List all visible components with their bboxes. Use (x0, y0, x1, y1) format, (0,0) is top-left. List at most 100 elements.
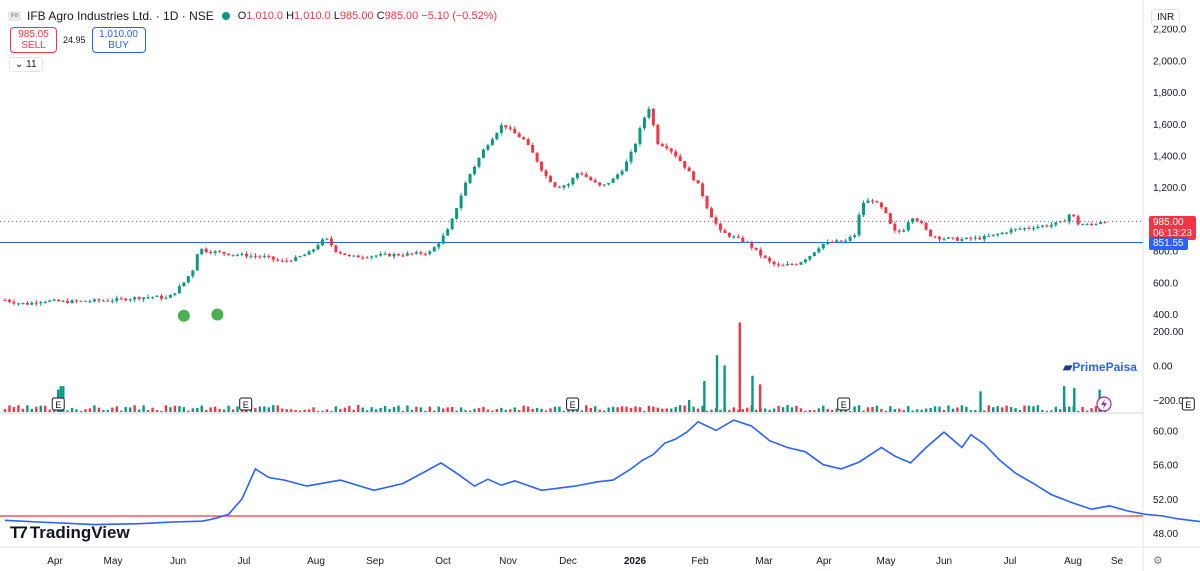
volume-bar (187, 410, 190, 412)
price-tick-label: 600.0 (1153, 278, 1178, 289)
volume-bar (491, 410, 494, 412)
candle-body (942, 238, 946, 240)
volume-bar (1054, 406, 1058, 412)
volume-bar (254, 408, 257, 412)
market-open-icon (221, 12, 230, 20)
candle-body (584, 174, 588, 178)
volume-bar (719, 409, 722, 412)
volume-bar (893, 409, 897, 412)
price-axis[interactable]: 400.0600.0800.01,000.01,200.01,400.01,60… (1153, 25, 1187, 322)
candle-body (329, 238, 333, 246)
candle-body (396, 254, 400, 256)
price-tick-label: 2,000.0 (1153, 56, 1187, 67)
candle-body (602, 184, 606, 186)
sell-button[interactable]: 985.05 SELL (10, 27, 57, 53)
volume-bar (674, 406, 677, 412)
volume-bar (285, 409, 288, 412)
candle-body (1067, 214, 1071, 222)
candle-body (1014, 228, 1018, 230)
currency-button[interactable]: INR (1151, 9, 1181, 26)
price-pane[interactable] (0, 106, 1200, 322)
candle-body (696, 180, 700, 184)
volume-bar (513, 407, 516, 412)
volume-bar (446, 407, 449, 412)
candle-body (446, 229, 450, 236)
volume-bar (643, 410, 646, 412)
candle-body (611, 178, 615, 183)
volume-pane[interactable]: 200.000.00−200.00EEEEEE (3, 322, 1200, 412)
volume-bar (182, 407, 186, 412)
indicators-toggle-button[interactable]: ⌄ 11 (9, 57, 43, 72)
candle-body (52, 299, 56, 301)
candle-body (142, 297, 146, 300)
rsi-pane[interactable]: 48.00 52.00 56.00 60.00 (0, 419, 1200, 540)
candle-body (464, 182, 468, 196)
candle-body (879, 202, 883, 208)
candle-body (285, 260, 289, 262)
volume-bar (1009, 407, 1013, 412)
candle-body (705, 196, 709, 209)
volume-tick-label: 0.00 (1153, 361, 1173, 372)
volume-bar (983, 410, 986, 412)
symbol-title[interactable]: IFB Agro Industries Ltd. · 1D · NSE (27, 9, 214, 23)
candle-body (656, 125, 660, 145)
volume-bar (1090, 408, 1093, 412)
volume-bar (768, 409, 771, 412)
price-tick-label: 2,200.0 (1153, 25, 1187, 36)
candle-body (893, 223, 897, 231)
candle-body (862, 202, 866, 215)
candle-body (710, 208, 714, 218)
time-tick-label: 2026 (624, 556, 647, 567)
volume-bar (397, 405, 400, 412)
candle-body (347, 255, 351, 257)
candle-body (182, 282, 186, 287)
volume-bar (822, 405, 825, 412)
candle-body (338, 251, 342, 254)
volume-bar (772, 408, 776, 412)
volume-bar (915, 409, 919, 412)
rsi-line (4, 419, 1200, 526)
candle-body (276, 259, 280, 261)
candle-body (508, 127, 512, 129)
candle-body (3, 299, 7, 301)
spread-value: 24.95 (63, 35, 86, 45)
volume-bar (3, 409, 7, 412)
candle-body (884, 207, 888, 214)
candle-body (902, 230, 906, 232)
candle-body (1040, 225, 1044, 227)
candle-body (401, 255, 405, 257)
candle-body (830, 242, 834, 244)
volume-bar (406, 405, 409, 412)
candle-body (320, 239, 324, 246)
volume-bar (374, 409, 378, 412)
time-axis[interactable]: Apr May Jun Jul Aug Sep Oct Nov Dec 2026 Feb Mar Apr… (47, 556, 1123, 567)
candle-body (616, 174, 620, 179)
time-tick-label: May (104, 556, 123, 567)
candle-body (423, 253, 427, 255)
trade-panel: 985.05 SELL 24.95 1,010.00 BUY (10, 27, 146, 53)
volume-bar (831, 409, 834, 412)
volume-bar (196, 407, 199, 412)
candle-body (557, 186, 561, 188)
volume-bar (929, 407, 932, 412)
candle-body (34, 302, 38, 304)
volume-bar (392, 407, 396, 412)
volume-bar (1005, 405, 1008, 412)
candle-body (231, 254, 235, 256)
candle-body (633, 143, 637, 152)
candle-body (549, 176, 553, 183)
volume-bar (652, 406, 655, 412)
candle-body (222, 251, 226, 254)
candle-body (692, 171, 696, 181)
gear-icon[interactable]: ⚙ (1153, 555, 1163, 567)
volume-bar (1081, 406, 1084, 412)
buy-button[interactable]: 1,010.00 BUY (91, 27, 146, 53)
tradingview-logo[interactable]: T7 TradingView (10, 523, 130, 542)
volume-bar (907, 406, 910, 412)
candle-body (812, 252, 816, 256)
volume-bar (647, 405, 651, 412)
candle-body (969, 237, 973, 239)
candle-body (598, 182, 602, 186)
candle-body (262, 255, 266, 257)
